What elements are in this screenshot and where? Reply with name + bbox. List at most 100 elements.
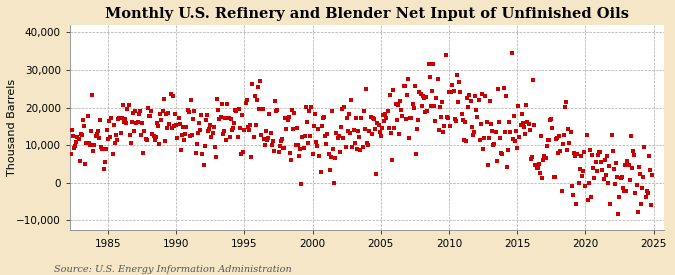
Point [520, 132, 531, 136]
Point [447, 82, 458, 87]
Point [618, 189, 629, 193]
Point [239, 127, 250, 132]
Point [66, 128, 77, 133]
Point [289, 111, 300, 115]
Point [537, 176, 547, 180]
Point [598, 177, 609, 181]
Point [360, 86, 371, 91]
Point [606, 133, 617, 137]
Point [505, 130, 516, 134]
Point [493, 87, 504, 91]
Point [549, 175, 560, 180]
Point [403, 76, 414, 81]
Y-axis label: Thousand Barrels: Thousand Barrels [7, 79, 17, 176]
Point [510, 139, 520, 144]
Point [96, 145, 107, 149]
Point [533, 162, 544, 166]
Point [138, 151, 148, 155]
Point [182, 108, 193, 112]
Point [358, 109, 369, 114]
Point [279, 145, 290, 150]
Point [267, 139, 278, 143]
Point [349, 141, 360, 145]
Point [611, 161, 622, 165]
Point [106, 116, 117, 120]
Point [116, 116, 127, 120]
Point [460, 138, 471, 143]
Point [335, 125, 346, 129]
Point [306, 105, 317, 109]
Point [323, 152, 334, 157]
Point [227, 126, 238, 130]
Point [397, 113, 408, 118]
Point [422, 109, 433, 113]
Point [500, 94, 511, 98]
Point [204, 126, 215, 131]
Point [629, 153, 640, 158]
Point [184, 109, 194, 114]
Point [645, 167, 655, 172]
Point [165, 92, 176, 96]
Point [526, 155, 537, 159]
Point [129, 129, 140, 134]
Point [646, 203, 657, 207]
Point [565, 130, 576, 134]
Point [418, 96, 429, 101]
Point [224, 135, 235, 140]
Point [221, 138, 232, 142]
Point [132, 120, 143, 124]
Point [139, 129, 150, 133]
Point [471, 108, 482, 112]
Point [400, 84, 410, 88]
Point [514, 135, 525, 139]
Point [573, 181, 584, 185]
Point [70, 144, 80, 148]
Point [159, 139, 170, 144]
Point [597, 168, 608, 172]
Point [292, 126, 302, 130]
Point [317, 116, 328, 121]
Point [389, 125, 400, 130]
Point [76, 132, 86, 136]
Point [378, 113, 389, 117]
Title: Monthly U.S. Refinery and Blender Net Input of Unfinished Oils: Monthly U.S. Refinery and Blender Net In… [105, 7, 629, 21]
Point [450, 119, 461, 123]
Point [394, 132, 404, 137]
Point [421, 95, 432, 99]
Point [548, 175, 559, 179]
Point [595, 150, 605, 155]
Point [599, 158, 610, 163]
Point [177, 133, 188, 137]
Point [194, 120, 205, 125]
Point [392, 103, 403, 107]
Point [164, 121, 175, 126]
Point [375, 133, 386, 138]
Point [304, 108, 315, 113]
Point [295, 147, 306, 152]
Point [579, 150, 590, 155]
Point [413, 118, 424, 123]
Point [555, 149, 566, 153]
Point [169, 112, 180, 117]
Point [554, 134, 564, 139]
Point [187, 133, 198, 138]
Point [643, 191, 653, 195]
Point [465, 98, 476, 103]
Point [190, 151, 201, 155]
Point [171, 122, 182, 127]
Point [147, 132, 158, 136]
Point [440, 53, 451, 57]
Point [583, 181, 594, 185]
Point [319, 115, 329, 119]
Point [262, 138, 273, 142]
Point [68, 134, 78, 138]
Point [357, 144, 368, 149]
Point [202, 129, 213, 133]
Point [621, 189, 632, 193]
Point [428, 62, 439, 67]
Point [425, 75, 435, 79]
Point [462, 96, 472, 100]
Point [296, 182, 306, 186]
Point [580, 184, 591, 188]
Point [270, 99, 281, 103]
